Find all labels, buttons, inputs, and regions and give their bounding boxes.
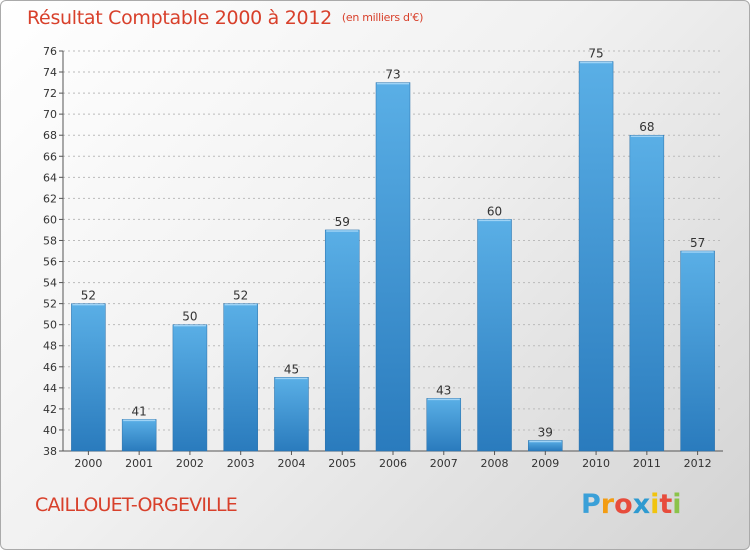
y-tick-label: 42 xyxy=(43,403,57,416)
title-text: Résultat Comptable 2000 à 2012 xyxy=(27,7,332,29)
logo-letter: i xyxy=(672,489,682,520)
x-tick-label: 2005 xyxy=(328,457,356,470)
commune-name: CAILLOUET-ORGEVILLE xyxy=(35,494,238,516)
bar xyxy=(629,134,665,452)
x-tick-label: 2007 xyxy=(430,457,458,470)
y-tick-label: 74 xyxy=(43,66,57,79)
logo-letter: t xyxy=(659,489,673,520)
y-tick-label: 68 xyxy=(43,129,57,142)
data-label: 41 xyxy=(132,404,147,418)
x-tick-label: 2006 xyxy=(379,457,407,470)
x-tick-label: 2002 xyxy=(176,457,204,470)
x-tick-label: 2011 xyxy=(633,457,661,470)
x-tick-label: 2000 xyxy=(74,457,102,470)
y-tick-label: 46 xyxy=(43,361,57,374)
data-label: 68 xyxy=(639,120,654,134)
data-label: 50 xyxy=(182,310,197,324)
chart-subtitle: (en milliers d'€) xyxy=(341,11,424,24)
data-label: 60 xyxy=(487,204,502,218)
bar xyxy=(223,303,258,452)
chart-title: Résultat Comptable 2000 à 2012 (en millie… xyxy=(27,7,423,29)
bar xyxy=(680,250,715,452)
y-tick-label: 40 xyxy=(43,424,57,437)
x-tick-label: 2003 xyxy=(227,457,255,470)
x-tick-label: 2010 xyxy=(582,457,610,470)
logo-letter: r xyxy=(600,489,615,520)
y-tick-label: 52 xyxy=(43,298,57,311)
y-tick-label: 62 xyxy=(43,192,57,205)
y-tick-label: 56 xyxy=(43,256,57,269)
bar xyxy=(172,324,208,452)
logo-letter: x xyxy=(632,489,651,520)
y-tick-label: 48 xyxy=(43,340,57,353)
bar xyxy=(274,377,309,452)
logo-letter: i xyxy=(650,489,660,520)
y-tick-label: 44 xyxy=(43,382,57,395)
y-tick-label: 70 xyxy=(43,108,57,121)
data-label: 59 xyxy=(335,215,350,229)
data-label: 39 xyxy=(538,425,553,439)
bar xyxy=(121,419,157,452)
bar xyxy=(477,219,512,452)
bar xyxy=(578,61,614,452)
data-label: 57 xyxy=(690,236,705,250)
data-label: 75 xyxy=(588,47,603,61)
bar xyxy=(71,303,106,452)
bar xyxy=(375,82,411,452)
data-label: 73 xyxy=(385,68,400,82)
y-tick-label: 72 xyxy=(43,87,57,100)
y-tick-label: 64 xyxy=(43,171,57,184)
x-tick-label: 2004 xyxy=(277,457,305,470)
y-tick-label: 50 xyxy=(43,319,57,332)
y-tick-label: 60 xyxy=(43,213,57,226)
data-label: 52 xyxy=(81,289,96,303)
y-tick-label: 38 xyxy=(43,445,57,458)
proxiti-logo[interactable]: Proxiti xyxy=(581,489,682,520)
x-tick-label: 2009 xyxy=(531,457,559,470)
logo-letter: o xyxy=(614,489,633,520)
y-tick-label: 54 xyxy=(43,277,57,290)
bar xyxy=(324,229,360,452)
x-tick-label: 2001 xyxy=(125,457,153,470)
x-tick-label: 2012 xyxy=(684,457,712,470)
y-tick-label: 76 xyxy=(43,45,57,58)
y-tick-label: 66 xyxy=(43,150,57,163)
data-label: 43 xyxy=(436,383,451,397)
y-tick-label: 58 xyxy=(43,234,57,247)
x-tick-label: 2008 xyxy=(481,457,509,470)
data-label: 52 xyxy=(233,289,248,303)
data-label: 45 xyxy=(284,362,299,376)
bar xyxy=(426,398,462,452)
logo-letter: P xyxy=(581,489,601,520)
